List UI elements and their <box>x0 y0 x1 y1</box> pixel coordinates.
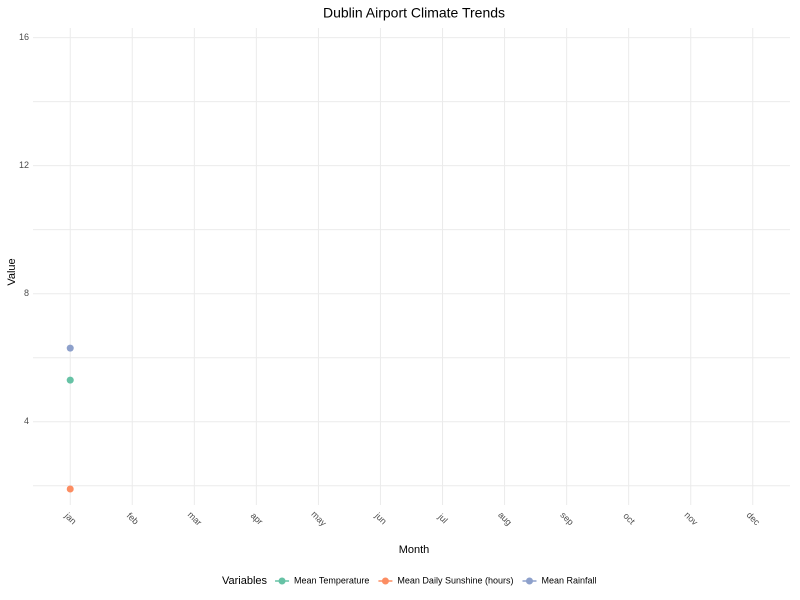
data-point <box>66 485 74 493</box>
legend-label: Mean Rainfall <box>541 575 596 585</box>
x-tick-label: jul <box>436 511 450 525</box>
x-tick-label: sep <box>558 510 575 527</box>
legend-label: Mean Temperature <box>294 575 369 585</box>
y-tick-label: 4 <box>24 416 29 426</box>
x-tick-label: dec <box>745 510 763 528</box>
data-point <box>66 344 74 352</box>
x-tick-label: aug <box>496 510 514 528</box>
x-axis-title: Month <box>399 544 430 556</box>
x-tick-label: may <box>309 509 328 528</box>
x-tick-label: oct <box>621 511 637 527</box>
x-tick-label: jun <box>372 510 388 526</box>
y-axis-title: Value <box>6 258 18 285</box>
x-tick-label: feb <box>125 511 141 527</box>
legend-key <box>525 577 533 585</box>
data-point <box>66 376 74 384</box>
y-tick-label: 16 <box>19 32 29 42</box>
legend-title: Variables <box>222 575 268 587</box>
y-tick-label: 8 <box>24 288 29 298</box>
y-tick-label: 12 <box>19 160 29 170</box>
x-tick-label: nov <box>682 510 700 528</box>
x-tick-label: apr <box>249 510 265 526</box>
legend-key <box>278 577 286 585</box>
x-tick-label: mar <box>186 510 204 528</box>
legend-label: Mean Daily Sunshine (hours) <box>397 575 513 585</box>
x-tick-label: jan <box>62 510 78 526</box>
legend-key <box>381 577 389 585</box>
chart-title: Dublin Airport Climate Trends <box>323 5 505 21</box>
